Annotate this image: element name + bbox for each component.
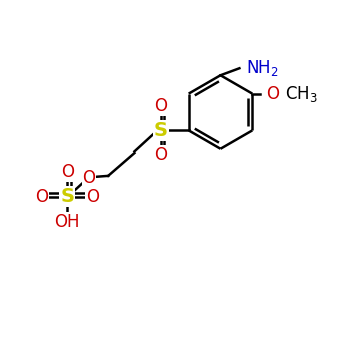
Text: S: S — [60, 187, 74, 206]
Text: O: O — [35, 188, 49, 206]
Text: O: O — [82, 169, 96, 187]
Text: CH$_3$: CH$_3$ — [285, 84, 318, 104]
Text: NH$_2$: NH$_2$ — [246, 58, 279, 78]
Text: O: O — [154, 146, 167, 164]
Text: O: O — [154, 97, 167, 115]
Text: OH: OH — [55, 213, 80, 231]
Text: O: O — [86, 188, 99, 206]
Text: S: S — [154, 121, 168, 140]
Text: O: O — [61, 163, 74, 181]
Text: O: O — [266, 85, 279, 103]
